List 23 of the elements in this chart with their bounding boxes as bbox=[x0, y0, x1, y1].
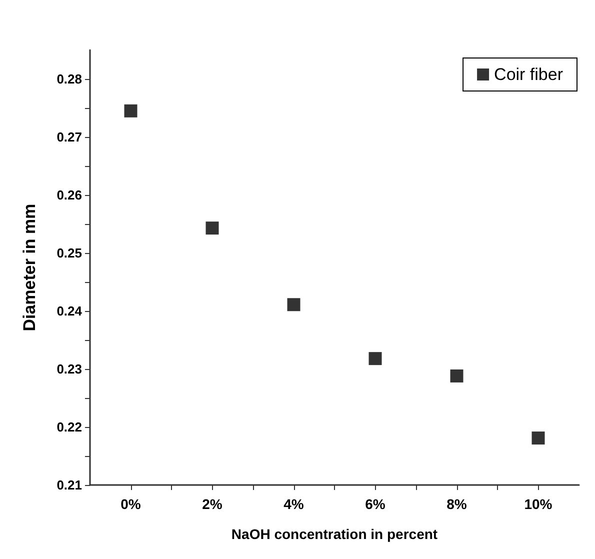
y-tick-label: 0.21 bbox=[56, 478, 82, 492]
legend-label: Coir fiber bbox=[494, 65, 564, 84]
x-tick-label: 8% bbox=[446, 496, 468, 512]
point bbox=[450, 369, 464, 382]
x-tick-label: 2% bbox=[202, 496, 223, 512]
point bbox=[368, 352, 382, 366]
x-axis-title: NaOH concentration in percent bbox=[231, 526, 438, 542]
y-tick-label: 0.28 bbox=[56, 72, 82, 86]
y-tick-label: 0.23 bbox=[56, 362, 82, 376]
y-tick-label: 0.25 bbox=[56, 246, 82, 260]
point bbox=[287, 298, 300, 312]
x-tick-label: 0% bbox=[120, 496, 142, 512]
y-tick-label: 0.24 bbox=[56, 304, 83, 318]
x-tick-label: 10% bbox=[524, 496, 553, 512]
point bbox=[124, 104, 138, 118]
y-tick-label: 0.26 bbox=[56, 188, 82, 202]
x-tick-label: 4% bbox=[284, 496, 304, 512]
y-tick-label: 0.22 bbox=[56, 420, 82, 434]
point bbox=[206, 222, 219, 235]
x-tick-label: 6% bbox=[365, 496, 386, 512]
y-axis-title: Diameter in mm bbox=[20, 204, 39, 332]
y-tick-label: 0.27 bbox=[56, 130, 82, 144]
point bbox=[532, 432, 545, 445]
